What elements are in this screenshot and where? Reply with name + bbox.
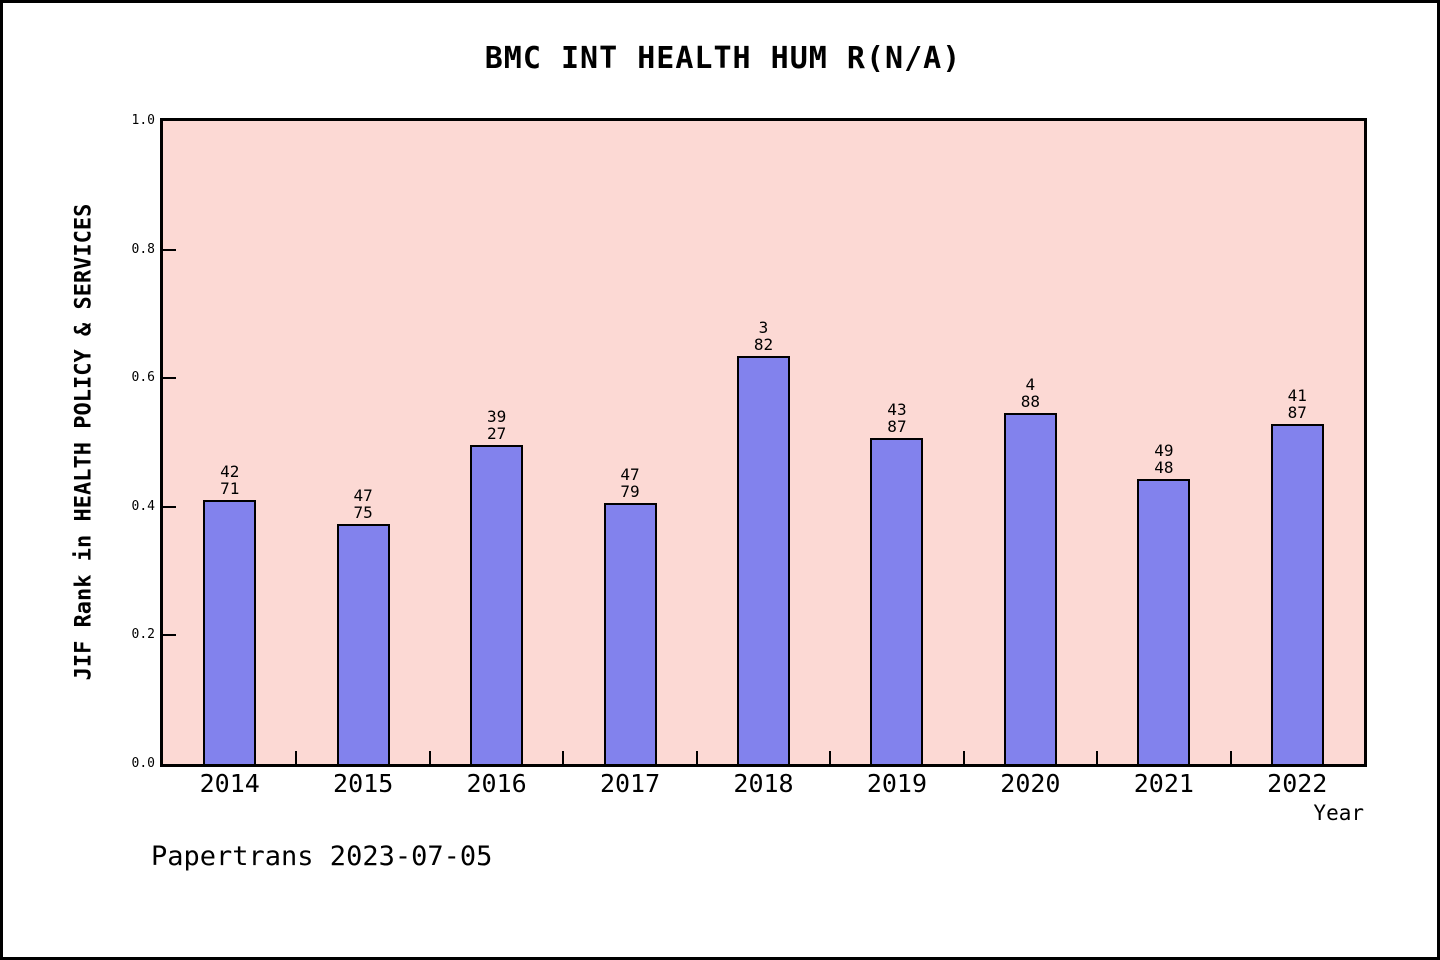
bar-value-label-2022: 41 87 — [1287, 386, 1307, 422]
y-tick-mark — [163, 634, 176, 637]
x-tick-label-2019: 2019 — [866, 769, 928, 798]
bar-2016 — [470, 445, 524, 764]
bar-2022 — [1270, 424, 1324, 764]
x-tick-label-2022: 2022 — [1267, 769, 1328, 798]
bar-value-label-2019: 43 87 — [887, 400, 907, 436]
x-tick-mark — [1229, 751, 1232, 764]
x-tick-mark — [695, 751, 698, 764]
y-tick-label-0.2: 0.2 — [131, 627, 155, 643]
plot-area: 42 71 47 75 39 27 47 79 3 82 43 87 4 88 49 48 41… — [160, 118, 1367, 767]
x-tick-mark — [829, 751, 832, 764]
x-tick-label-2021: 2021 — [1133, 769, 1194, 798]
y-tick-mark — [163, 248, 176, 251]
x-tick-label-2016: 2016 — [466, 769, 527, 798]
y-tick-label-1.0: 1.0 — [131, 113, 155, 128]
x-tick-mark — [428, 751, 431, 764]
x-tick-label-2020: 2020 — [1000, 769, 1061, 798]
y-tick-mark — [163, 377, 176, 380]
bar-2014 — [203, 500, 257, 764]
x-tick-label-2018: 2018 — [733, 769, 794, 798]
y-tick-label-0.4: 0.4 — [131, 498, 155, 514]
x-tick-label-2014: 2014 — [199, 769, 260, 798]
bar-value-label-2018: 3 82 — [753, 318, 774, 354]
bar-value-label-2016: 39 27 — [486, 407, 507, 443]
bar-value-label-2015: 47 75 — [353, 486, 373, 522]
x-tick-label-2017: 2017 — [599, 769, 661, 798]
y-axis-label: JIF Rank in HEALTH POLICY & SERVICES — [71, 203, 97, 681]
y-tick-mark — [163, 505, 176, 508]
bar-2017 — [603, 503, 657, 764]
watermark-text: Papertrans 2023-07-05 — [151, 841, 493, 872]
y-tick-label-0.0: 0.0 — [131, 756, 155, 771]
bar-2021 — [1137, 479, 1191, 764]
y-tick-label-0.6: 0.6 — [131, 370, 155, 386]
bar-value-label-2021: 49 48 — [1154, 441, 1174, 477]
x-tick-mark — [962, 751, 965, 764]
bar-2015 — [336, 524, 390, 764]
bar-2018 — [737, 356, 790, 764]
chart-title: BMC INT HEALTH HUM R(N/A) — [484, 41, 962, 76]
x-axis-label: Year — [1313, 801, 1364, 825]
bar-value-label-2020: 4 88 — [1020, 375, 1041, 411]
y-tick-label-0.8: 0.8 — [131, 241, 155, 257]
bar-value-label-2014: 42 71 — [220, 462, 240, 498]
bar-2019 — [870, 438, 924, 764]
x-tick-label-2015: 2015 — [333, 769, 394, 798]
bar-2020 — [1003, 413, 1057, 764]
x-tick-mark — [562, 751, 565, 764]
x-tick-mark — [295, 751, 298, 764]
x-tick-mark — [1096, 751, 1099, 764]
bar-value-label-2017: 47 79 — [620, 465, 640, 501]
